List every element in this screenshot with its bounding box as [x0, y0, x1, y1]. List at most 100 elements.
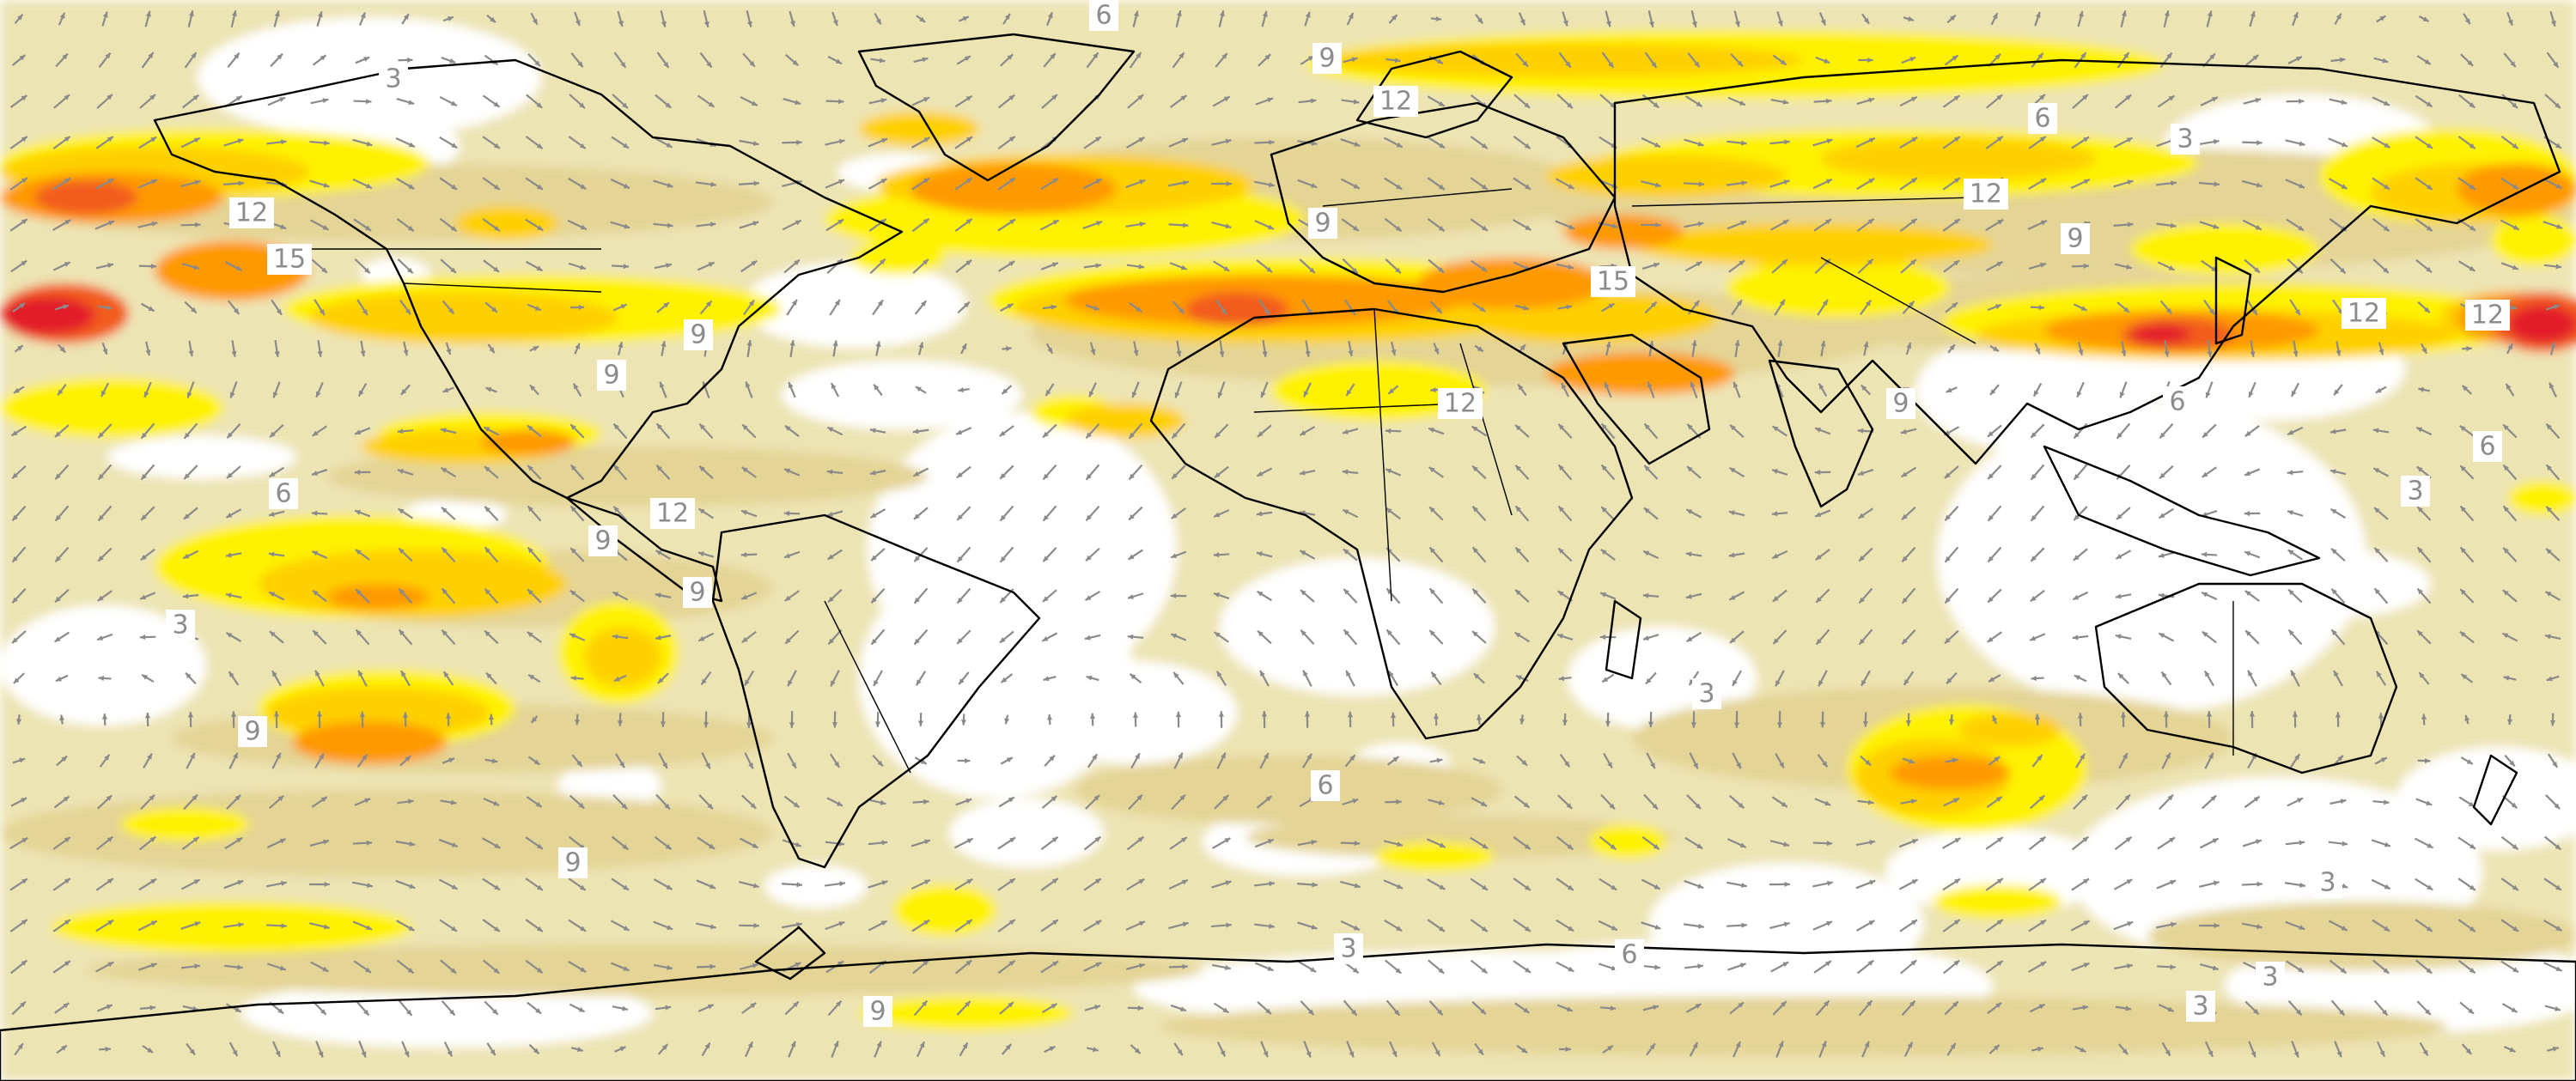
wind-vector: [1687, 52, 1701, 68]
wind-vector: [1860, 670, 1871, 687]
wind-vector: [528, 1043, 540, 1055]
wind-vector: [568, 961, 587, 973]
wind-vector: [1732, 670, 1742, 687]
wind-vector: [396, 98, 415, 106]
wind-vector: [1083, 835, 1102, 851]
wind-vector: [357, 382, 368, 398]
wind-vector: [2372, 217, 2390, 233]
wind-vector: [54, 505, 70, 522]
wind-vector: [1255, 97, 1274, 106]
wind-vector: [2029, 1003, 2046, 1013]
wind-vector: [1471, 1000, 1487, 1016]
wind-vector: [1600, 793, 1616, 811]
wind-vector: [739, 837, 759, 849]
wind-vector: [1814, 509, 1831, 518]
wind-vector: [1559, 1046, 1571, 1053]
wind-vector: [2372, 428, 2390, 434]
wind-vector: [997, 959, 1016, 975]
wind-vector: [9, 177, 28, 191]
wind-vector: [2155, 180, 2177, 186]
wind-vector: [1644, 301, 1658, 314]
coastline-india: [1768, 359, 1874, 508]
wind-vector: [1943, 259, 1960, 273]
wind-vector: [2416, 55, 2432, 65]
wind-vector: [2206, 711, 2212, 728]
wind-vector: [1988, 674, 2001, 683]
wind-vector: [1599, 878, 1617, 891]
wind-vector: [11, 630, 27, 644]
wind-vector: [2544, 634, 2561, 640]
wind-vector: [2156, 222, 2177, 228]
wind-vector: [486, 15, 496, 23]
wind-vector: [266, 880, 287, 888]
wind-vector: [1087, 753, 1099, 768]
contour-label: 9: [683, 577, 712, 608]
wind-vector: [1343, 548, 1358, 562]
wind-vector: [2156, 879, 2177, 890]
wind-vector: [2416, 587, 2432, 604]
wind-vector: [1727, 96, 1746, 106]
wind-vector: [954, 218, 973, 232]
wind-vector: [52, 135, 71, 150]
wind-vector: [2161, 1042, 2171, 1057]
wind-vector: [2543, 878, 2562, 891]
wind-vector: [1474, 13, 1484, 25]
wind-vector: [1728, 794, 1745, 810]
wind-vector: [954, 136, 973, 149]
wind-vector: [223, 879, 244, 890]
contour-label-value: 3: [2177, 124, 2193, 155]
wind-vector: [2292, 11, 2299, 27]
wind-vector: [2072, 635, 2089, 641]
wind-vector: [482, 878, 501, 891]
wind-vector: [395, 920, 416, 932]
wind-vector: [441, 57, 456, 64]
wind-vector: [1514, 505, 1530, 522]
wind-vector: [2457, 919, 2476, 932]
shade-level-9: [2508, 481, 2576, 515]
wind-vector: [1729, 630, 1745, 644]
wind-vector: [137, 221, 158, 228]
wind-vector: [696, 879, 716, 890]
wind-vector: [1946, 386, 1958, 393]
wind-vector: [527, 303, 542, 312]
wind-vector: [2116, 52, 2130, 69]
wind-vector: [2501, 94, 2518, 109]
wind-vector: [527, 1001, 542, 1015]
contour-label: 12: [1964, 179, 2008, 210]
wind-vector: [1256, 795, 1273, 809]
wind-vector: [1557, 304, 1573, 310]
contour-label: 3: [2186, 991, 2215, 1022]
wind-vector: [94, 220, 115, 230]
wind-vector: [2375, 386, 2387, 394]
wind-vector: [1900, 959, 1917, 975]
wind-vector: [1216, 1042, 1227, 1057]
wind-vector: [227, 52, 241, 69]
wind-vector: [1299, 426, 1316, 436]
wind-vector: [617, 713, 624, 726]
wind-vector: [1726, 922, 1747, 928]
wind-vector: [397, 799, 414, 805]
wind-vector: [2120, 10, 2127, 27]
wind-vector: [439, 217, 458, 233]
wind-vector: [1213, 592, 1230, 600]
wind-vector: [357, 670, 368, 687]
wind-vector: [1642, 634, 1659, 641]
wind-vector: [569, 589, 585, 603]
contour-label-value: 9: [1314, 209, 1331, 239]
wind-vector: [1644, 52, 1658, 69]
wind-vector: [1812, 841, 1833, 847]
wind-vector: [2329, 799, 2347, 805]
wind-vector: [1342, 508, 1359, 519]
contour-label-value: 9: [690, 320, 706, 350]
wind-vector: [2460, 673, 2474, 683]
contour-label-box: [379, 64, 408, 94]
wind-vector: [873, 670, 883, 687]
wind-vector: [789, 340, 795, 357]
political-border: [1373, 308, 1392, 602]
wind-vector: [1215, 300, 1227, 315]
wind-vector: [1819, 711, 1825, 728]
contour-label: 12: [1373, 86, 1418, 117]
wind-vector: [403, 341, 409, 356]
wind-vector: [912, 428, 929, 434]
wind-vector: [1083, 136, 1102, 149]
